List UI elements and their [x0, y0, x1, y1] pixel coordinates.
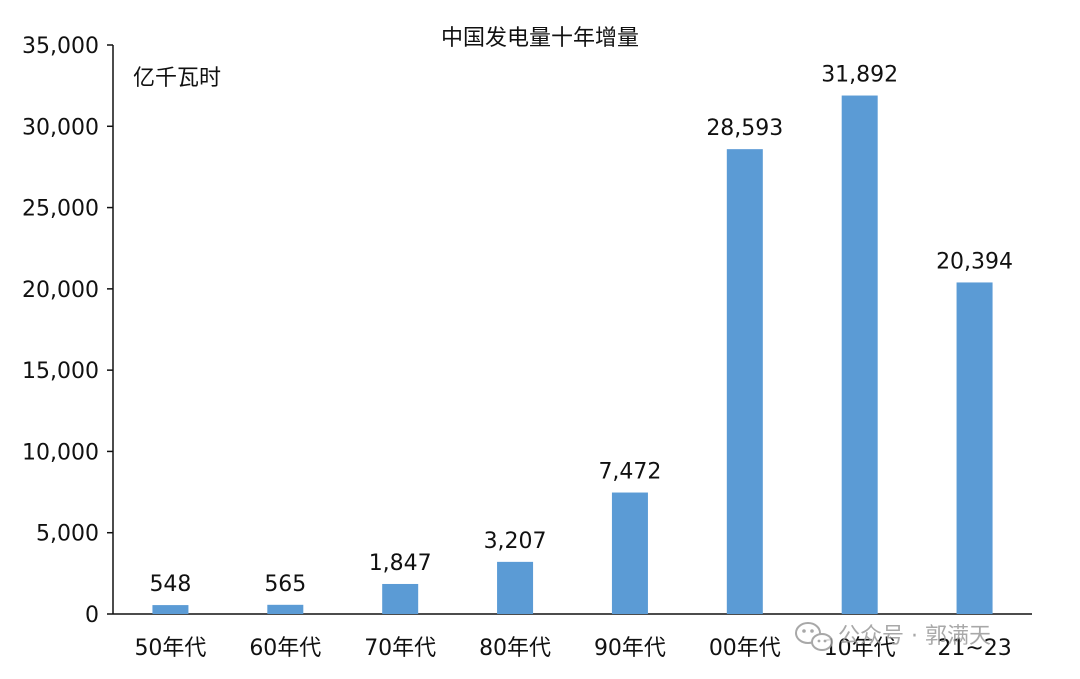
x-category-label-6: 00年代: [709, 636, 781, 661]
bar-4: [497, 561, 534, 614]
x-category-label-8: 21~23: [937, 636, 1011, 661]
chart-title: 中国发电量十年增量: [441, 26, 639, 51]
wechat-icon: [795, 622, 833, 651]
y-tick-label: 10,000: [22, 440, 99, 465]
bar-8: [956, 282, 993, 614]
data-label-7: 31,892: [821, 63, 898, 88]
data-label-5: 7,472: [598, 460, 661, 485]
y-tick-label: 30,000: [22, 115, 99, 140]
bars: [152, 95, 993, 614]
bar-6: [726, 149, 763, 614]
watermark-text: 公众号 · 郭满天: [838, 624, 991, 649]
x-category-label-3: 70年代: [364, 636, 436, 661]
data-label-4: 3,207: [484, 529, 547, 554]
x-labels: 50年代 60年代 70年代 80年代 90年代 00年代 10年代 21~23: [134, 636, 1011, 661]
data-label-8: 20,394: [936, 249, 1013, 274]
data-label-2: 565: [264, 572, 306, 597]
bar-3: [382, 583, 419, 614]
x-category-label-5: 90年代: [594, 636, 666, 661]
y-tick-label: 15,000: [22, 359, 99, 384]
bar-7: [841, 95, 878, 614]
y-axis-unit-label: 亿千瓦时: [133, 66, 221, 91]
bar-5: [611, 492, 648, 614]
y-ticks: 0 5,000 10,000 15,000 20,000 25,000 30,000 35,0…: [22, 34, 113, 628]
y-tick-label: 25,000: [22, 197, 99, 222]
x-category-label-1: 50年代: [134, 636, 206, 661]
data-label-6: 28,593: [706, 116, 783, 141]
data-label-1: 548: [149, 572, 191, 597]
x-category-label-2: 60年代: [249, 636, 321, 661]
y-tick-label: 0: [85, 603, 99, 628]
axes: [112, 45, 1032, 615]
bar-2: [267, 604, 304, 614]
y-tick-label: 20,000: [22, 278, 99, 303]
y-tick-label: 5,000: [36, 522, 99, 547]
bar-1: [152, 605, 189, 614]
data-labels: 548 565 1,847 3,207 7,472 28,593 31,892 20,394: [149, 63, 1013, 598]
y-tick-label: 35,000: [22, 34, 99, 59]
watermark: 公众号 · 郭满天: [795, 622, 991, 651]
data-label-3: 1,847: [369, 551, 432, 576]
x-category-label-4: 80年代: [479, 636, 551, 661]
x-category-label-7: 10年代: [824, 636, 896, 661]
